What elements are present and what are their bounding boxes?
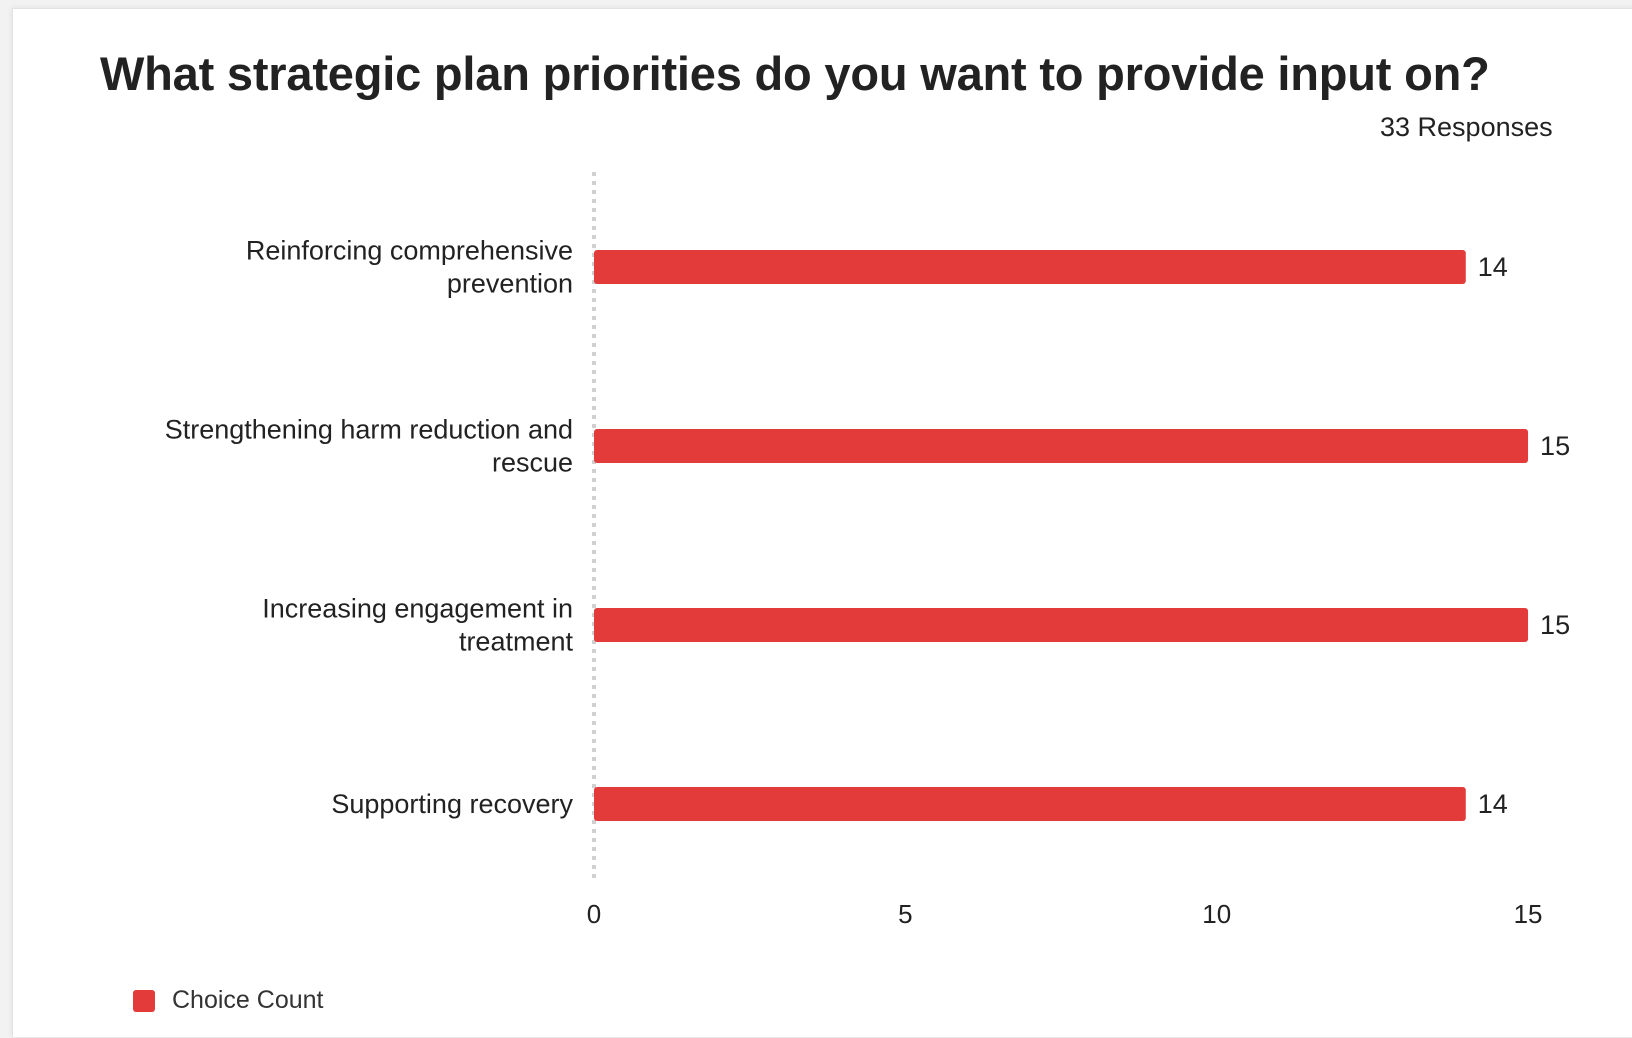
category-label: Increasing engagement in <box>262 594 573 624</box>
x-tick-label: 15 <box>1514 899 1543 929</box>
bar-2 <box>594 429 1529 463</box>
chart-title: What strategic plan priorities do you wa… <box>100 47 1490 100</box>
bar-value-label: 15 <box>1540 610 1570 640</box>
x-tick-label: 0 <box>587 899 601 929</box>
legend[interactable]: Choice Count <box>133 986 323 1015</box>
category-label: treatment <box>459 627 574 657</box>
bar-3 <box>594 608 1529 642</box>
category-label: rescue <box>492 448 573 478</box>
legend-label: Choice Count <box>172 986 324 1014</box>
x-tick-label: 5 <box>898 899 912 929</box>
bar-value-label: 14 <box>1478 252 1508 282</box>
legend-swatch <box>133 989 155 1012</box>
category-label: Reinforcing comprehensive <box>246 236 573 266</box>
response-count: 33 Responses <box>1380 112 1553 142</box>
category-label: Supporting recovery <box>331 789 573 819</box>
bar-value-label: 15 <box>1540 431 1570 461</box>
bar-1 <box>594 250 1466 284</box>
chart-card <box>12 8 1632 1037</box>
category-label: prevention <box>447 269 573 299</box>
x-tick-label: 10 <box>1202 899 1231 929</box>
category-label: Strengthening harm reduction and <box>165 415 573 445</box>
bar-value-label: 14 <box>1478 789 1508 819</box>
bar-4 <box>594 787 1466 821</box>
